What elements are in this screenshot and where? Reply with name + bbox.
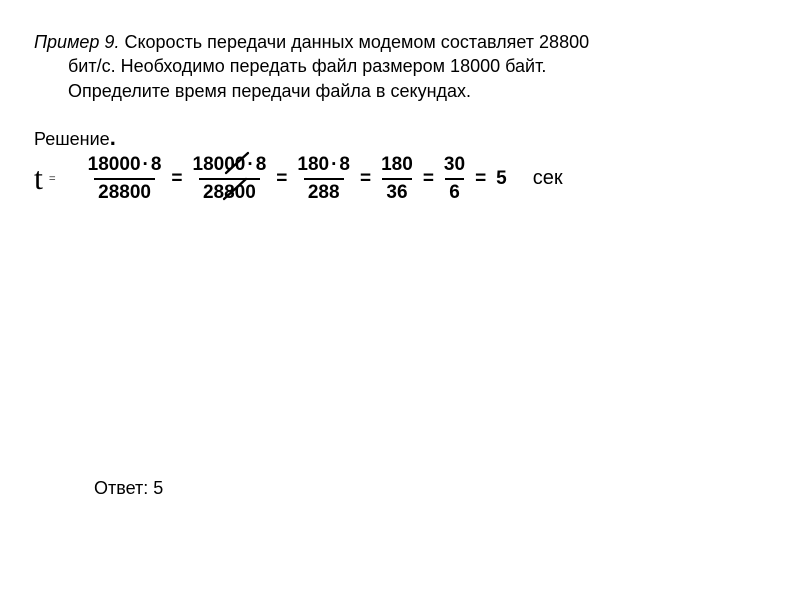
solution-label-dot: . xyxy=(110,125,116,150)
s2-mdot: · xyxy=(245,154,255,175)
problem-line3: Определите время передачи файла в секунд… xyxy=(34,79,766,103)
problem-statement: Пример 9. Скорость передачи данных модем… xyxy=(34,30,766,103)
s1-num-b: 8 xyxy=(151,154,162,175)
s1-mdot: · xyxy=(141,154,151,175)
s2-num-b: 8 xyxy=(256,154,267,175)
fraction-step3-num: 180·8 xyxy=(293,154,354,178)
s2-num-a: 18000 xyxy=(193,154,246,175)
fraction-step3-den: 288 xyxy=(304,178,344,204)
equals-1: = xyxy=(165,168,188,190)
fraction-step2-wrap: 18000·8 28800 xyxy=(189,154,271,204)
fraction-step4-den: 36 xyxy=(382,178,411,204)
page: Пример 9. Скорость передачи данных модем… xyxy=(0,0,800,600)
fraction-step1-den: 28800 xyxy=(94,178,155,204)
equals-4: = xyxy=(417,168,440,190)
fraction-step3: 180·8 288 xyxy=(293,154,354,204)
fraction-step4: 180 36 xyxy=(377,154,417,204)
problem-line1: Скорость передачи данных модемом составл… xyxy=(119,32,589,52)
solution-label: Решение. xyxy=(34,129,766,150)
equals-3: = xyxy=(354,168,377,190)
answer-line: Ответ: 5 xyxy=(94,478,163,499)
fraction-step5: 30 6 xyxy=(440,154,469,204)
equals-after-t: = xyxy=(49,171,56,186)
s1-num-a: 18000 xyxy=(88,154,141,175)
fraction-step2: 18000·8 28800 xyxy=(189,154,271,204)
fraction-step1: 18000·8 28800 xyxy=(84,154,166,204)
fraction-step2-den: 28800 xyxy=(199,178,260,204)
fraction-step4-num: 180 xyxy=(377,154,417,178)
problem-line2: бит/с. Необходимо передать файл размером… xyxy=(34,54,766,78)
equals-2: = xyxy=(270,168,293,190)
fraction-step2-num: 18000·8 xyxy=(189,154,271,178)
equation-row: t = 18000·8 28800 = 18000·8 28800 xyxy=(34,154,766,204)
equals-5: = xyxy=(469,168,492,190)
equation-result: 5 xyxy=(492,168,507,190)
s3-mdot: · xyxy=(329,154,339,175)
fraction-step1-num: 18000·8 xyxy=(84,154,166,178)
solution-label-text: Решение xyxy=(34,129,110,149)
example-label: Пример 9. xyxy=(34,32,119,52)
answer-value: 5 xyxy=(153,478,163,498)
fraction-step5-num: 30 xyxy=(440,154,469,178)
answer-label: Ответ: xyxy=(94,478,148,498)
unit-seconds: сек xyxy=(533,167,563,190)
fraction-step5-den: 6 xyxy=(445,178,464,204)
variable-t: t xyxy=(34,160,43,197)
s3-num-b: 8 xyxy=(339,154,350,175)
s3-num-a: 180 xyxy=(297,154,329,175)
